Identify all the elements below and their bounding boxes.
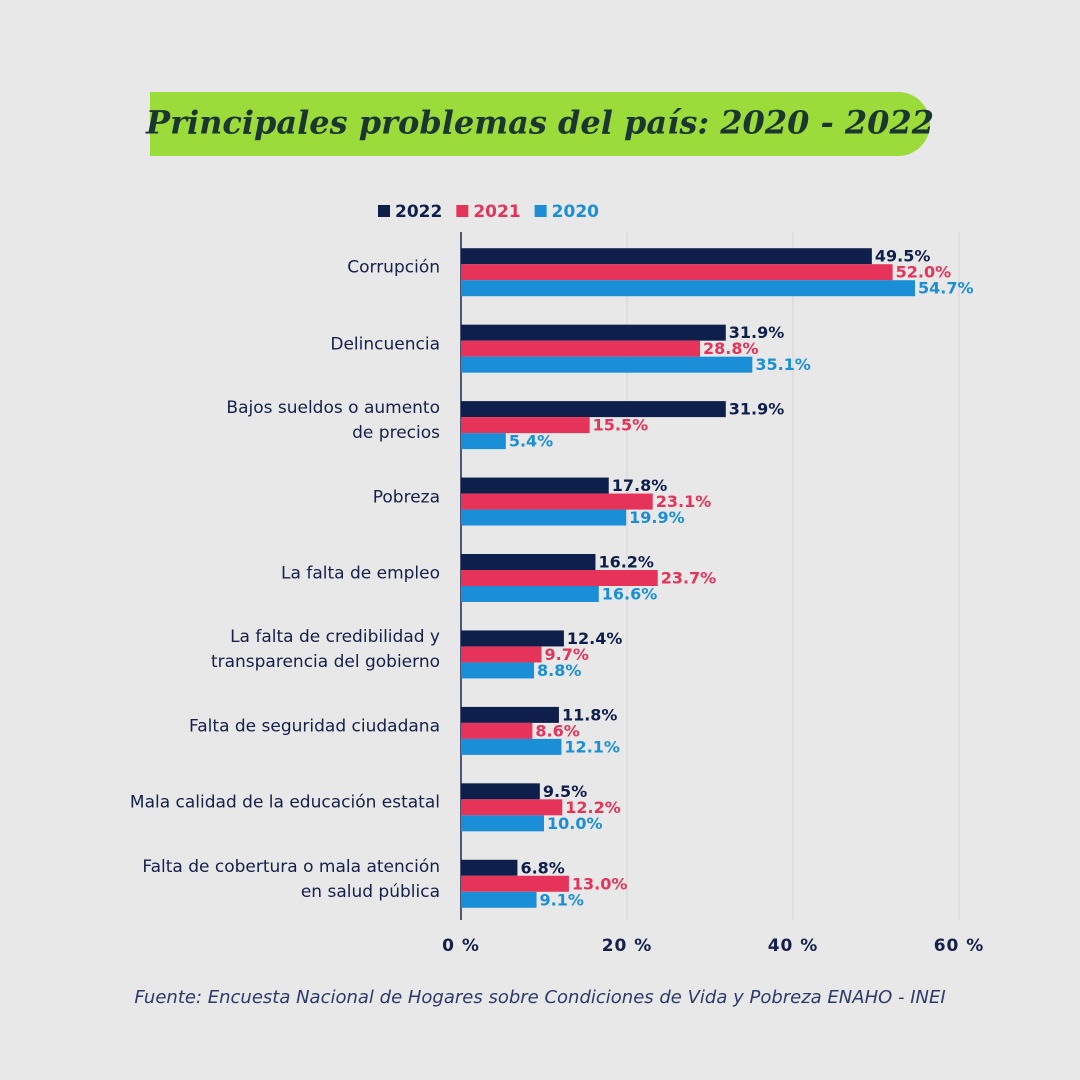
bar bbox=[461, 248, 872, 265]
legend-swatch bbox=[378, 205, 390, 217]
value-label: 11.8% bbox=[562, 705, 618, 724]
value-label: 13.0% bbox=[572, 874, 628, 893]
value-label: 15.5% bbox=[593, 416, 649, 435]
source-note: Fuente: Encuesta Nacional de Hogares sob… bbox=[134, 987, 945, 1008]
bar bbox=[461, 280, 916, 297]
x-tick-label: 40 % bbox=[768, 936, 819, 956]
legend-swatch bbox=[534, 205, 547, 217]
category-label: Mala calidad de la educación estatal bbox=[129, 792, 440, 813]
bar bbox=[461, 706, 559, 723]
bar bbox=[461, 401, 726, 418]
value-label: 23.1% bbox=[656, 492, 712, 511]
bar bbox=[461, 783, 540, 800]
bar bbox=[461, 417, 590, 434]
bar bbox=[461, 875, 569, 892]
value-label: 54.7% bbox=[918, 279, 974, 298]
legend-label: 2021 bbox=[473, 202, 520, 222]
bar bbox=[461, 815, 544, 832]
legend-label: 2020 bbox=[552, 202, 599, 222]
category-label: La falta de empleo bbox=[281, 563, 440, 584]
bar bbox=[461, 340, 701, 357]
value-label: 12.4% bbox=[567, 629, 623, 648]
value-label: 8.6% bbox=[535, 721, 579, 740]
category-label: La falta de credibilidad y transparencia… bbox=[210, 627, 440, 673]
category-label: Bajos sueldos o aumento de precios bbox=[226, 398, 440, 444]
bar bbox=[461, 859, 518, 876]
bar bbox=[461, 630, 564, 647]
value-label: 9.1% bbox=[540, 890, 584, 909]
value-label: 28.8% bbox=[703, 339, 759, 358]
value-label: 31.9% bbox=[729, 323, 785, 342]
bar bbox=[461, 324, 726, 341]
value-label: 16.6% bbox=[602, 585, 658, 604]
bar bbox=[461, 662, 535, 679]
value-label: 49.5% bbox=[875, 247, 931, 266]
bar bbox=[461, 646, 542, 663]
legend-label: 2022 bbox=[395, 202, 442, 222]
chart-title: Principales problemas del país: 2020 - 2… bbox=[145, 104, 934, 142]
category-label: Falta de cobertura o mala atención en sa… bbox=[142, 856, 440, 902]
value-label: 12.2% bbox=[565, 798, 621, 817]
value-label: 35.1% bbox=[755, 355, 811, 374]
bar bbox=[461, 264, 893, 281]
value-label: 52.0% bbox=[896, 263, 952, 282]
legend-swatch bbox=[456, 205, 469, 217]
x-tick-label: 20 % bbox=[602, 936, 653, 956]
value-label: 6.8% bbox=[520, 858, 564, 877]
bar bbox=[461, 738, 562, 755]
value-label: 19.9% bbox=[629, 508, 685, 527]
bar bbox=[461, 891, 537, 908]
value-label: 5.4% bbox=[509, 432, 553, 451]
bar bbox=[461, 554, 596, 570]
category-label: Delincuencia bbox=[330, 334, 440, 355]
value-label: 10.0% bbox=[547, 814, 603, 833]
bar bbox=[461, 799, 563, 816]
value-label: 9.7% bbox=[545, 645, 589, 664]
value-label: 8.8% bbox=[537, 661, 581, 680]
value-label: 17.8% bbox=[612, 476, 668, 495]
bar bbox=[461, 356, 753, 373]
title-banner bbox=[150, 92, 930, 156]
bar bbox=[461, 433, 506, 450]
bar bbox=[461, 493, 653, 510]
bar bbox=[461, 722, 533, 739]
category-label: Corrupción bbox=[347, 257, 440, 278]
value-label: 23.7% bbox=[661, 569, 717, 588]
bar bbox=[461, 586, 599, 602]
category-label: Pobreza bbox=[372, 487, 440, 508]
x-tick-label: 60 % bbox=[934, 936, 985, 956]
value-label: 12.1% bbox=[564, 737, 620, 756]
category-label: Falta de seguridad ciudadana bbox=[189, 716, 440, 737]
x-tick-label: 0 % bbox=[442, 936, 480, 956]
value-label: 31.9% bbox=[729, 400, 785, 419]
value-label: 9.5% bbox=[543, 782, 587, 801]
bar bbox=[461, 570, 658, 586]
value-label: 16.2% bbox=[598, 553, 654, 572]
bar bbox=[461, 509, 627, 526]
bar bbox=[461, 477, 609, 494]
